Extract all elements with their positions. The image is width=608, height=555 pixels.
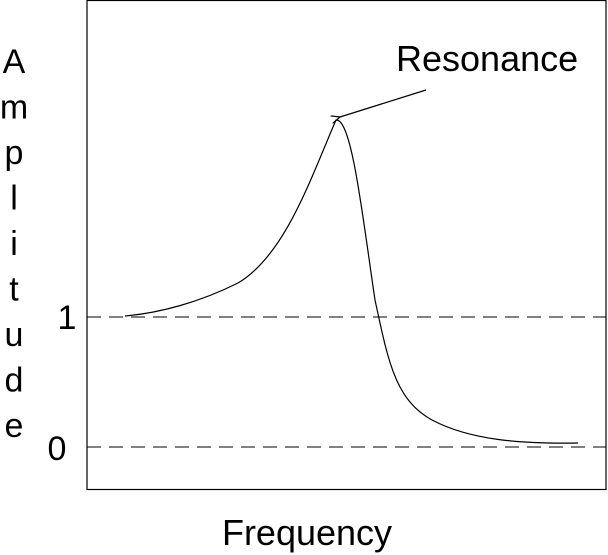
plot-frame: [86, 0, 607, 491]
y-axis-label-letter: i: [10, 225, 18, 263]
resonance-curve: [124, 119, 579, 444]
y-axis-label-letter: t: [9, 271, 19, 309]
y-axis-label-letter: l: [10, 180, 18, 218]
y-axis-label-letter: p: [5, 134, 24, 172]
resonance-annotation: Resonance: [396, 38, 578, 79]
tick-label-1: 1: [58, 299, 77, 337]
y-axis-label-letter: A: [3, 43, 26, 81]
y-axis-label-letter: e: [5, 407, 24, 445]
tick-label-0: 0: [48, 430, 67, 468]
y-axis-label-letter: u: [5, 316, 24, 354]
x-axis-label: Frequency: [222, 512, 392, 553]
y-axis-label-letter: d: [5, 362, 24, 400]
y-axis-label-letter: m: [0, 89, 28, 127]
annotation-arrow: [340, 89, 427, 117]
